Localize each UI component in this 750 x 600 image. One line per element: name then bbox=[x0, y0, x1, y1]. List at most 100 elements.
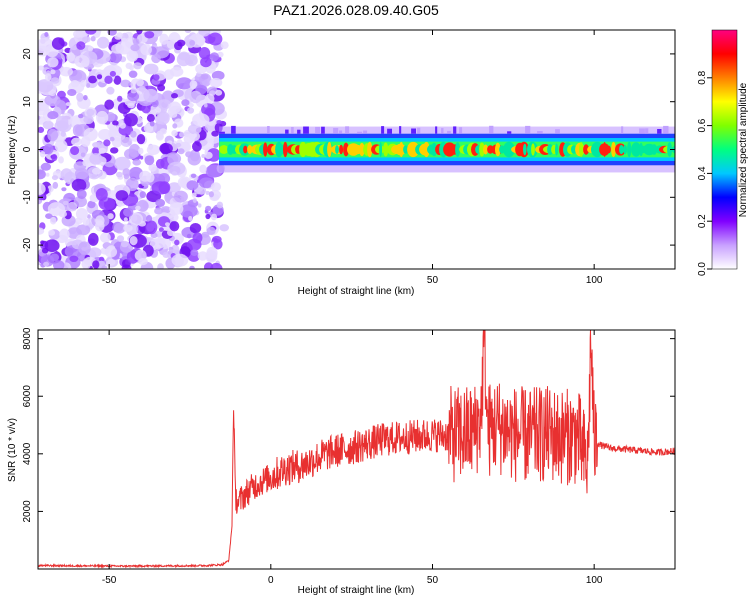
snr-xtick-label: -50 bbox=[102, 575, 117, 586]
spectrogram-noise-cell bbox=[38, 115, 41, 121]
spectrogram-noise-cell bbox=[130, 89, 137, 94]
spectrogram-noise-cell bbox=[50, 77, 60, 84]
signal-band-fringe bbox=[381, 126, 385, 134]
spectrogram-noise-cell bbox=[174, 239, 180, 246]
signal-band-fringe bbox=[435, 126, 438, 134]
snr-frame bbox=[37, 329, 676, 570]
spectrogram-noise-cell bbox=[129, 212, 143, 225]
spectrogram-noise-cell bbox=[155, 237, 166, 249]
signal-band-fringe bbox=[525, 125, 531, 134]
signal-band-fringe bbox=[219, 131, 225, 134]
spectrogram-noise-cell bbox=[43, 261, 50, 267]
signal-band-peak bbox=[547, 144, 554, 155]
spectrogram-noise-cell bbox=[154, 207, 163, 215]
spectrogram-noise-cell bbox=[66, 52, 76, 62]
signal-band-fringe bbox=[297, 129, 301, 134]
spectrogram-xtick-label: 50 bbox=[427, 275, 439, 286]
spectrogram-ticks: -50 0 50 100 -20 -10 0 10 20 bbox=[22, 30, 675, 286]
snr-xtick-label: 0 bbox=[268, 575, 274, 586]
spectrogram-noise-cell bbox=[155, 158, 165, 169]
spectrogram-noise-cell bbox=[59, 228, 70, 241]
signal-band-peak bbox=[399, 141, 404, 158]
spectrogram-noise-cell bbox=[80, 152, 86, 158]
spectrogram-noise-cell bbox=[188, 103, 194, 108]
signal-band-peak bbox=[327, 141, 332, 158]
spectrogram-noise-cell bbox=[134, 249, 147, 262]
spectrogram-noise-cell bbox=[98, 147, 107, 154]
signal-band-peak bbox=[651, 144, 658, 155]
spectrogram-noise-cell bbox=[106, 86, 115, 95]
spectrogram-noise-cell bbox=[48, 229, 56, 236]
spectrogram-noise-cell bbox=[159, 128, 167, 135]
spectrogram-noise-cell bbox=[159, 143, 173, 154]
snr-panel: -50 0 50 100 2000 4000 6000 8000 Height of stra… bbox=[7, 327, 676, 596]
signal-band-fringe bbox=[507, 131, 512, 134]
spectrogram-noise-cell bbox=[135, 205, 141, 211]
spectrogram-noise-cell bbox=[38, 182, 46, 196]
signal-band-peak bbox=[495, 142, 501, 157]
spectrogram-noise-cell bbox=[204, 151, 213, 159]
signal-band-fringe bbox=[417, 127, 421, 134]
spectrogram-noise-cell bbox=[136, 30, 143, 35]
spectrogram-noise-cell bbox=[152, 74, 160, 81]
signal-band-peak bbox=[639, 142, 644, 157]
spectrogram-noise-cell bbox=[141, 103, 151, 114]
spectrogram-noise-cell bbox=[204, 93, 215, 104]
spectrogram-noise-cell bbox=[205, 205, 212, 212]
signal-band-peak bbox=[263, 142, 268, 157]
spectrogram-noise-cell bbox=[109, 70, 116, 77]
spectrogram-noise-cell bbox=[150, 104, 162, 115]
spectrogram-noise-cell bbox=[86, 214, 91, 219]
spectrogram-noise-cell bbox=[200, 57, 212, 68]
spectrogram-noise-cell bbox=[47, 202, 65, 216]
spectrogram-noise-cell bbox=[112, 120, 119, 126]
spectrogram-noise-cell bbox=[104, 99, 115, 110]
spectrogram-noise-cell bbox=[70, 146, 80, 156]
spectrogram-noise-cell bbox=[169, 213, 179, 222]
spectrogram-noise-cell bbox=[201, 154, 206, 158]
spectrogram-noise-cell bbox=[132, 38, 140, 46]
spectrogram-noise-cell bbox=[85, 30, 97, 35]
signal-band-fringe bbox=[537, 131, 543, 134]
signal-band-peak bbox=[339, 144, 344, 155]
spectrogram-noise-cell bbox=[143, 63, 159, 75]
spectrogram-noise-cell bbox=[76, 92, 84, 102]
spectrogram-noise-cell bbox=[178, 51, 190, 61]
spectrogram-noise-cell bbox=[78, 241, 91, 255]
spectrogram-noise-cell bbox=[47, 111, 59, 120]
spectrogram-noise-cell bbox=[74, 168, 89, 180]
spectrogram-noise-cell bbox=[120, 240, 129, 248]
spectrogram-noise-cell bbox=[123, 207, 134, 217]
spectrogram-noise-cell bbox=[47, 128, 59, 142]
signal-band-fringe bbox=[459, 127, 463, 134]
signal-band-peak bbox=[623, 144, 628, 155]
spectrogram-noise-cell bbox=[65, 102, 72, 107]
spectrogram-noise-cell bbox=[38, 65, 45, 71]
spectrogram-noise-cell bbox=[158, 181, 171, 195]
colorbar-label: Normalized spectral amplitude bbox=[738, 82, 749, 217]
spectrogram-xlabel: Height of straight line (km) bbox=[298, 286, 415, 297]
signal-band-fringe bbox=[489, 125, 494, 134]
spectrogram-noise-cell bbox=[126, 50, 139, 62]
signal-band-peak bbox=[359, 142, 365, 157]
spectrogram-noise-cell bbox=[171, 130, 178, 137]
spectrogram-noise-cell bbox=[187, 124, 202, 135]
spectrogram-noise-cell bbox=[195, 186, 207, 195]
snr-ytick-label: 8000 bbox=[22, 327, 33, 350]
signal-band-peak bbox=[607, 145, 611, 154]
spectrogram-noise-cell bbox=[58, 156, 64, 164]
spectrogram-noise-cell bbox=[185, 151, 194, 158]
spectrogram-noise-cell bbox=[100, 232, 111, 243]
spectrogram-noise-cell bbox=[216, 120, 222, 125]
spectrogram-noise-cell bbox=[144, 31, 155, 39]
spectrogram-noise-cell bbox=[148, 163, 157, 172]
spectrogram-noise-cell bbox=[170, 232, 184, 245]
spectrogram-noise-cell bbox=[111, 43, 125, 54]
spectrogram-noise-cell bbox=[210, 182, 222, 192]
figure-title: PAZ1.2026.028.09.40.G05 bbox=[273, 2, 439, 18]
signal-band-peak bbox=[619, 144, 624, 155]
spectrogram-noise-cell bbox=[74, 55, 90, 68]
spectrogram-noise-cell bbox=[38, 79, 54, 93]
spectrogram-noise-cell bbox=[152, 46, 170, 59]
spectrogram-noise-cell bbox=[44, 73, 52, 82]
